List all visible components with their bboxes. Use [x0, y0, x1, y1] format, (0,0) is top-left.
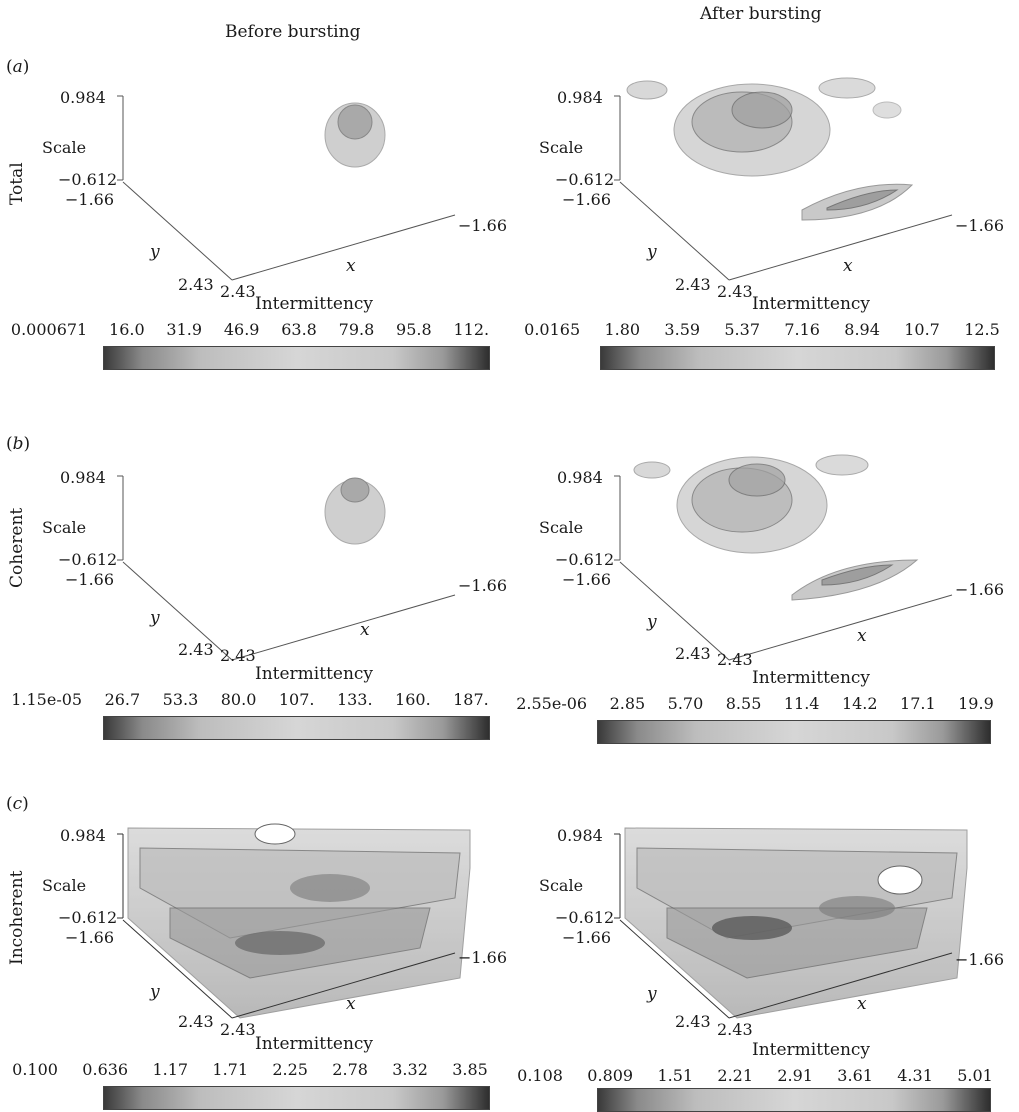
panel-b-after: 0.984 Scale −0.612 −1.66 −1.66 y x 2.43 …	[497, 450, 1004, 700]
y-top-value: −1.66	[562, 570, 612, 589]
colorbar-title: Intermittency	[752, 668, 871, 688]
column-title-before: Before bursting	[225, 22, 361, 42]
x-axis-label: x	[346, 994, 356, 1014]
y-bottom-value: 2.43	[178, 275, 214, 294]
colorbar-ticks-a-after: 0.0165 1.80 3.59 5.37 7.16 8.94 10.7 12.5	[524, 320, 1000, 339]
scale-top-value: 0.984	[60, 88, 106, 107]
scale-top-value: 0.984	[557, 88, 603, 107]
scale-axis-label: Scale	[42, 518, 87, 537]
y-axis-label: y	[647, 242, 657, 262]
x-right-value: −1.66	[955, 950, 1005, 969]
x-right-value: −1.66	[458, 576, 508, 595]
y-axis-label: y	[150, 608, 160, 628]
scale-top-value: 0.984	[557, 826, 603, 845]
scale-bottom-value: −0.612	[555, 550, 615, 569]
scale-top-value: 0.984	[60, 826, 106, 845]
scale-bottom-value: −0.612	[58, 170, 118, 189]
x-bottom-value: 2.43	[220, 282, 256, 301]
y-top-value: −1.66	[65, 190, 115, 209]
scale-top-value: 0.984	[557, 468, 603, 487]
colorbar-ticks-b-before: 1.15e-05 26.7 53.3 80.0 107. 133. 160. 187.	[11, 690, 489, 709]
y-top-value: −1.66	[562, 190, 612, 209]
colorbar-ticks-c-before: 0.100 0.636 1.17 1.71 2.25 2.78 3.32 3.85	[12, 1060, 488, 1079]
y-top-value: −1.66	[562, 928, 612, 947]
row-letter-a: (a)	[6, 57, 30, 77]
scale-axis-label: Scale	[42, 876, 87, 895]
x-bottom-value: 2.43	[717, 650, 753, 669]
y-top-value: −1.66	[65, 570, 115, 589]
axes-frame	[117, 95, 456, 281]
axes-frame	[614, 77, 953, 281]
scale-axis-label: Scale	[42, 138, 87, 157]
panel-a-after: 0.984 Scale −0.612 −1.66 −1.66 y x 2.43 …	[497, 70, 1004, 320]
panel-a-before: 0.984 Scale −0.612 −1.66 −1.66 y x 2.43 …	[0, 70, 507, 320]
scale-axis-label: Scale	[539, 876, 584, 895]
scale-bottom-value: −0.612	[555, 170, 615, 189]
colorbar-gradient	[103, 716, 490, 740]
axes-frame	[117, 823, 471, 1019]
x-bottom-value: 2.43	[220, 646, 256, 665]
axes-frame	[614, 454, 953, 661]
y-bottom-value: 2.43	[675, 644, 711, 663]
x-axis-label: x	[843, 256, 853, 276]
colorbar-title: Intermittency	[255, 1034, 374, 1054]
y-axis-label: y	[647, 984, 657, 1004]
x-right-value: −1.66	[458, 948, 508, 967]
scale-axis-label: Scale	[539, 518, 584, 537]
colorbar-ticks-a-before: 0.000671 16.0 31.9 46.9 63.8 79.8 95.8 112.	[10, 320, 490, 339]
colorbar-gradient	[103, 1086, 490, 1110]
colorbar-ticks-c-after: 0.108 0.809 1.51 2.21 2.91 3.61 4.31 5.01	[517, 1066, 993, 1085]
axes-frame	[614, 827, 968, 1019]
colorbar-title: Intermittency	[255, 294, 374, 314]
y-bottom-value: 2.43	[675, 1012, 711, 1031]
x-axis-label: x	[346, 256, 356, 276]
colorbar-title: Intermittency	[752, 1040, 871, 1060]
y-bottom-value: 2.43	[675, 275, 711, 294]
x-axis-label: x	[360, 620, 370, 640]
colorbar-gradient	[600, 346, 995, 370]
panel-c-before: 0.984 Scale −0.612 −1.66 −1.66 y x 2.43 …	[0, 808, 507, 1058]
x-right-value: −1.66	[955, 216, 1005, 235]
scale-bottom-value: −0.612	[58, 550, 118, 569]
x-right-value: −1.66	[955, 580, 1005, 599]
x-bottom-value: 2.43	[717, 282, 753, 301]
scale-axis-label: Scale	[539, 138, 584, 157]
x-axis-label: x	[857, 626, 867, 646]
colorbar-title: Intermittency	[752, 294, 871, 314]
y-top-value: −1.66	[65, 928, 115, 947]
colorbar-ticks-b-after: 2.55e-06 2.85 5.70 8.55 11.4 14.2 17.1 19.9	[516, 694, 994, 713]
x-axis-label: x	[857, 994, 867, 1014]
y-axis-label: y	[150, 242, 160, 262]
colorbar-gradient	[597, 1088, 991, 1112]
row-letter-c: (c)	[6, 794, 29, 814]
colorbar-gradient	[597, 720, 991, 744]
colorbar-gradient	[103, 346, 490, 370]
y-bottom-value: 2.43	[178, 1012, 214, 1031]
x-bottom-value: 2.43	[220, 1020, 256, 1039]
panel-c-after: 0.984 Scale −0.612 −1.66 −1.66 y x 2.43 …	[497, 808, 1004, 1058]
y-axis-label: y	[150, 982, 160, 1002]
axes-frame	[117, 475, 456, 661]
y-axis-label: y	[647, 612, 657, 632]
scale-top-value: 0.984	[60, 468, 106, 487]
panel-b-before: 0.984 Scale −0.612 −1.66 −1.66 y x 2.43 …	[0, 450, 507, 700]
scale-bottom-value: −0.612	[555, 908, 615, 927]
x-bottom-value: 2.43	[717, 1020, 753, 1039]
row-letter-b: (b)	[6, 434, 31, 454]
x-right-value: −1.66	[458, 216, 508, 235]
scale-bottom-value: −0.612	[58, 908, 118, 927]
column-title-after: After bursting	[700, 4, 822, 24]
colorbar-title: Intermittency	[255, 664, 374, 684]
y-bottom-value: 2.43	[178, 640, 214, 659]
